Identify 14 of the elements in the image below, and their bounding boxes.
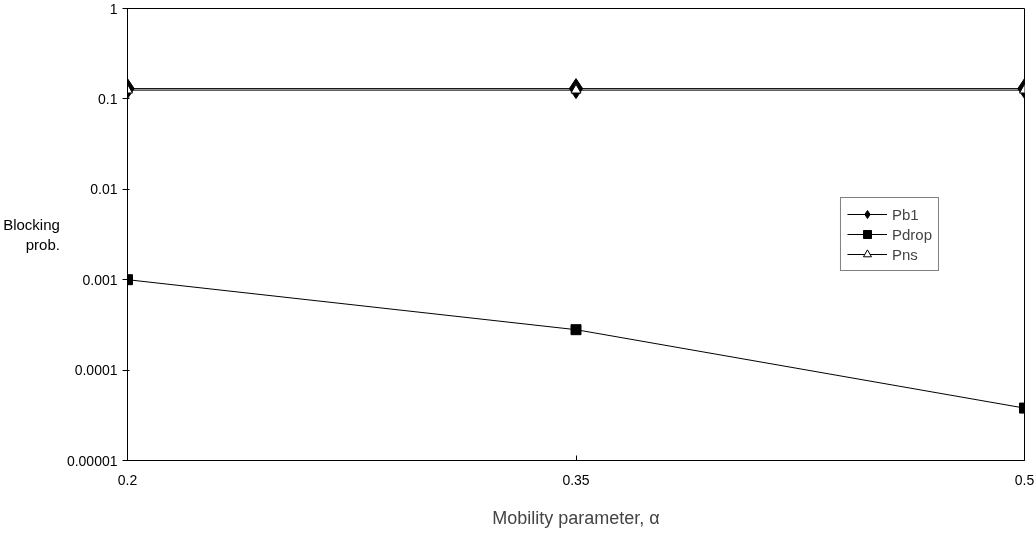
x-tick-label: 0.2 bbox=[117, 471, 138, 488]
x-tick-label: 0.5 bbox=[1014, 471, 1034, 488]
x-axis-title: Mobility parameter, α bbox=[492, 507, 660, 528]
y-tick-label: 0.0001 bbox=[74, 362, 118, 379]
y-tick-label: 0.00001 bbox=[66, 452, 118, 469]
y-tick-label: 1 bbox=[109, 0, 118, 17]
legend-label: Pdrop bbox=[891, 225, 932, 243]
legend-label: Pns bbox=[891, 245, 918, 263]
y-tick-label: 0.1 bbox=[98, 90, 118, 107]
x-tick-label: 0.35 bbox=[562, 471, 590, 488]
y-axis-title: Blocking prob. bbox=[3, 215, 60, 254]
y-tick-label: 0.01 bbox=[90, 181, 118, 198]
y-tick-label: 0.001 bbox=[82, 271, 118, 288]
legend-label: Pb1 bbox=[891, 205, 919, 223]
